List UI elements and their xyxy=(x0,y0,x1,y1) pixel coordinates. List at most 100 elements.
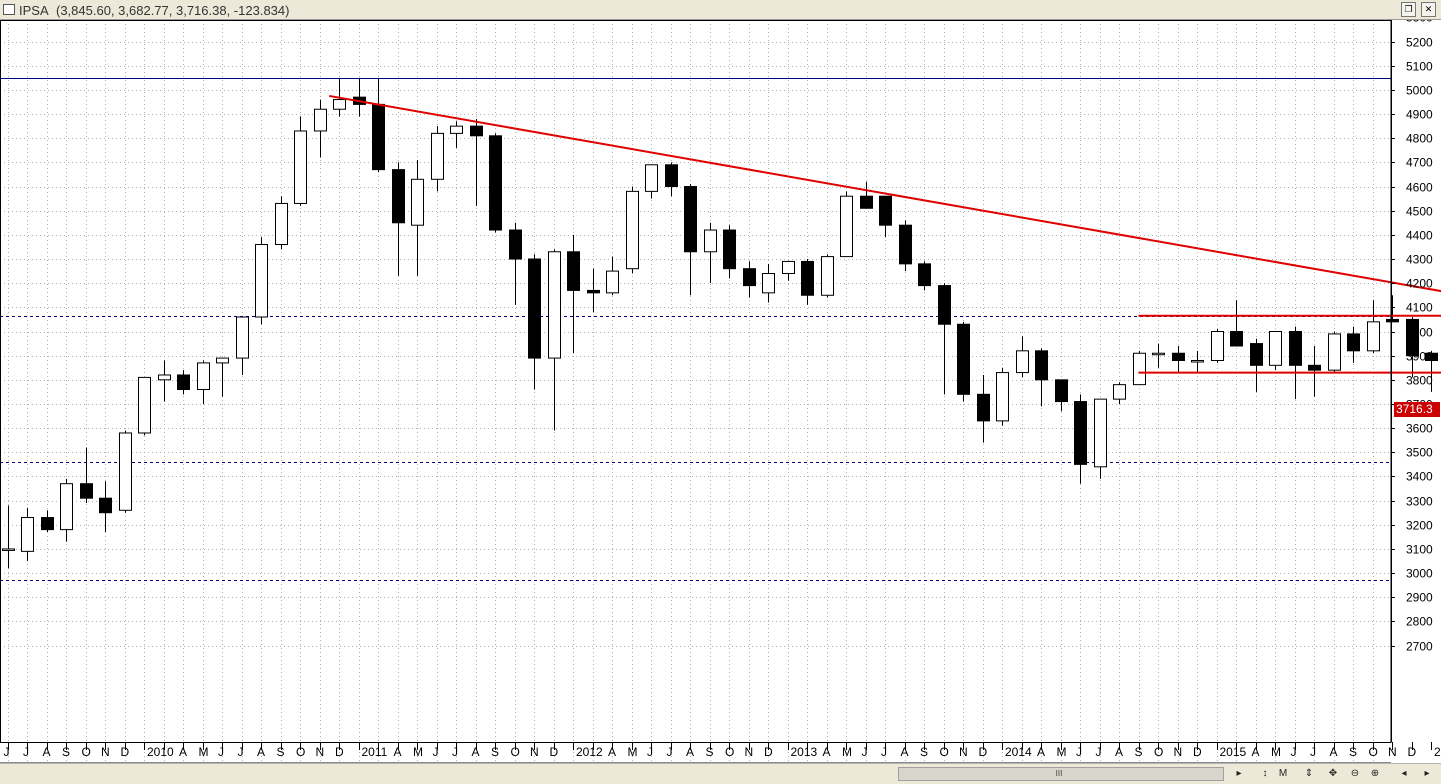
candle[interactable] xyxy=(1269,331,1282,371)
candle[interactable] xyxy=(489,133,502,233)
horizontal-scrollbar[interactable]: III xyxy=(898,767,1224,781)
candle[interactable] xyxy=(860,181,873,209)
scroll-grip[interactable]: III xyxy=(1055,769,1063,778)
candle[interactable] xyxy=(587,268,600,313)
candle[interactable] xyxy=(1152,343,1165,368)
trendline[interactable] xyxy=(329,94,1441,301)
price-chart[interactable]: 2700 2800 2900 3000 3100 3200 3300 3400 3500 3600… xyxy=(0,20,1441,763)
candle[interactable] xyxy=(138,376,151,436)
candle[interactable] xyxy=(314,99,327,158)
candle[interactable] xyxy=(1211,329,1224,363)
candle[interactable] xyxy=(548,249,561,431)
candle[interactable] xyxy=(977,374,990,443)
candle[interactable] xyxy=(1113,382,1126,404)
x-tick-label: 2012 xyxy=(576,745,603,759)
x-tick-label: J xyxy=(433,745,439,759)
candle[interactable] xyxy=(1367,300,1380,354)
candle[interactable] xyxy=(1386,295,1399,323)
candle[interactable] xyxy=(21,507,34,562)
candle[interactable] xyxy=(645,164,658,199)
candle[interactable] xyxy=(392,162,405,276)
candle[interactable] xyxy=(665,162,678,197)
candle[interactable] xyxy=(177,370,190,395)
candle[interactable] xyxy=(1406,317,1419,378)
candle-body-up xyxy=(1113,384,1126,400)
candle[interactable] xyxy=(684,184,697,296)
candle[interactable] xyxy=(1133,350,1146,386)
candle[interactable] xyxy=(255,237,268,325)
candle-body-up xyxy=(216,357,229,364)
candle[interactable] xyxy=(353,77,366,117)
candle[interactable] xyxy=(840,191,853,258)
candle[interactable] xyxy=(236,316,249,375)
candle[interactable] xyxy=(2,505,15,569)
candle[interactable] xyxy=(41,510,54,533)
scroll-end-icon[interactable]: ▸ xyxy=(1424,768,1430,779)
candle[interactable] xyxy=(1425,350,1438,392)
candle[interactable] xyxy=(80,447,93,504)
candle[interactable] xyxy=(1094,398,1107,479)
scroll-left-icon[interactable]: ◂ xyxy=(1401,768,1407,779)
candle[interactable] xyxy=(1074,394,1087,484)
candle[interactable] xyxy=(996,367,1009,426)
candle[interactable] xyxy=(1016,336,1029,378)
zoom-out-icon[interactable]: ⊖ xyxy=(1350,768,1360,779)
candle[interactable] xyxy=(1308,345,1321,397)
candle[interactable] xyxy=(275,196,288,250)
candle[interactable] xyxy=(528,254,541,390)
candle[interactable] xyxy=(119,430,132,513)
candle[interactable] xyxy=(1191,350,1204,373)
candle[interactable] xyxy=(1289,326,1302,400)
candle[interactable] xyxy=(470,118,483,206)
pan-icon[interactable]: ✥ xyxy=(1328,768,1338,779)
candle[interactable] xyxy=(899,220,912,272)
restore-icon[interactable]: ❐ xyxy=(1401,2,1416,17)
candle[interactable] xyxy=(743,261,756,298)
candle[interactable] xyxy=(801,259,814,305)
candle[interactable] xyxy=(626,186,639,274)
candle[interactable] xyxy=(567,234,580,354)
candle[interactable] xyxy=(216,357,229,397)
candle-body-down xyxy=(918,263,931,287)
candle-body-down xyxy=(1347,333,1360,352)
candle[interactable] xyxy=(821,254,834,298)
candle[interactable] xyxy=(99,481,112,533)
candle[interactable] xyxy=(411,159,424,276)
candle[interactable] xyxy=(1250,338,1263,392)
x-tick-label: N xyxy=(1388,745,1397,759)
candle[interactable] xyxy=(1347,326,1360,363)
candle[interactable] xyxy=(704,222,717,284)
candle-body-up xyxy=(782,260,795,275)
candle-body-down xyxy=(567,251,580,291)
candle[interactable] xyxy=(60,478,73,542)
scroll-right-icon[interactable]: ▸ xyxy=(1236,768,1242,779)
candle[interactable] xyxy=(782,260,795,281)
candle[interactable] xyxy=(918,261,931,291)
candle[interactable] xyxy=(431,126,444,192)
candle[interactable] xyxy=(450,121,463,148)
candle[interactable] xyxy=(938,283,951,395)
x-tick-label: 2010 xyxy=(147,745,174,759)
period-monthly-icon[interactable]: M xyxy=(1278,768,1288,779)
period-daily-icon[interactable]: ↕ xyxy=(1262,768,1268,779)
candle[interactable] xyxy=(723,225,736,279)
candle[interactable] xyxy=(879,195,892,238)
candle[interactable] xyxy=(606,256,619,296)
candle[interactable] xyxy=(509,222,522,305)
zoom-vertical-icon[interactable]: ⇕ xyxy=(1304,768,1314,779)
candle[interactable] xyxy=(1055,379,1068,412)
candle[interactable] xyxy=(762,263,775,303)
candle[interactable] xyxy=(372,77,385,173)
close-icon[interactable]: ✕ xyxy=(1421,2,1436,17)
y-tick-label: 2900 xyxy=(1406,591,1433,605)
zoom-in-icon[interactable]: ⊕ xyxy=(1370,768,1380,779)
candle[interactable] xyxy=(1328,331,1341,373)
candle[interactable] xyxy=(1230,300,1243,347)
candle[interactable] xyxy=(957,321,970,402)
candle-body-down xyxy=(899,224,912,265)
candle[interactable] xyxy=(1035,348,1048,407)
candle[interactable] xyxy=(1172,345,1185,373)
candle[interactable] xyxy=(158,360,171,402)
candle[interactable] xyxy=(294,116,307,206)
candle[interactable] xyxy=(197,360,210,404)
